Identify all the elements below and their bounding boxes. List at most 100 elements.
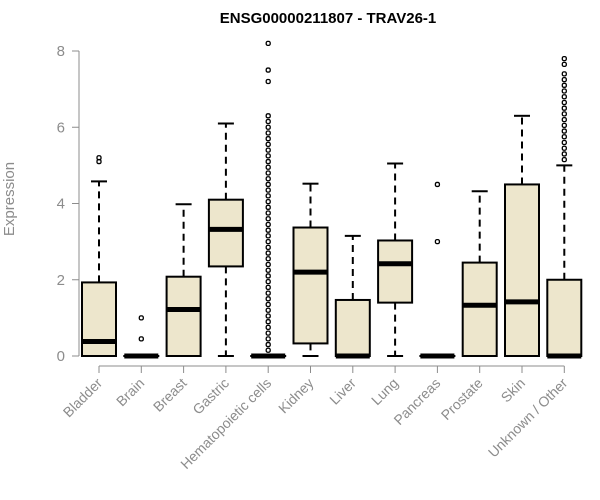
x-tick-label: Kidney — [275, 375, 317, 417]
x-tick-label: Brain — [113, 375, 147, 409]
box-lung — [377, 162, 414, 357]
outlier-point — [434, 238, 441, 245]
outlier-point — [561, 55, 567, 62]
outlier-point — [265, 313, 271, 319]
x-tick-label: Skin — [498, 375, 529, 406]
outlier-point — [561, 128, 567, 134]
outlier-point — [265, 170, 271, 176]
y-axis-label: Expression — [1, 162, 18, 236]
outlier-point — [265, 301, 271, 308]
iqr-box — [504, 183, 540, 357]
outlier-point — [265, 78, 271, 85]
outlier-point — [265, 250, 271, 256]
outlier-point — [561, 111, 567, 117]
x-tick-label: Lung — [368, 375, 401, 408]
outlier-point — [265, 330, 271, 336]
outlier-point — [265, 130, 271, 136]
y-tick-label: 2 — [57, 272, 65, 289]
box-hematopoietic-cells — [250, 40, 287, 359]
outlier-point — [561, 88, 567, 94]
box-liver — [334, 234, 371, 359]
outlier-point — [265, 238, 271, 245]
outlier-point — [265, 216, 271, 222]
iqr-box — [334, 298, 371, 357]
x-tick-label: Liver — [326, 375, 359, 408]
outlier-point — [138, 336, 144, 342]
boxplot-series — [81, 40, 583, 359]
outlier-point — [265, 210, 271, 216]
outlier-point — [265, 181, 271, 188]
outlier-point — [561, 122, 567, 128]
outlier-point — [265, 341, 271, 348]
outlier-point — [265, 136, 271, 142]
outlier-point — [561, 139, 567, 146]
outlier-point — [561, 151, 567, 157]
outlier-point — [265, 261, 271, 268]
outlier-point — [138, 315, 144, 321]
box-gastric — [207, 122, 244, 357]
outlier-point — [434, 181, 441, 188]
outlier-point — [265, 256, 271, 262]
y-tick-label: 0 — [57, 348, 65, 365]
y-tick-label: 8 — [57, 43, 65, 60]
outlier-point — [561, 82, 567, 88]
outlier-point — [561, 94, 567, 100]
outlier-point — [265, 204, 271, 210]
outlier-point — [265, 324, 271, 331]
outlier-point — [265, 267, 271, 273]
box-skin — [504, 114, 540, 357]
outlier-point — [265, 176, 271, 182]
box-brain — [123, 315, 160, 359]
iqr-box — [461, 261, 498, 357]
outlier-point — [265, 221, 271, 228]
outlier-point — [265, 290, 271, 296]
iqr-box — [292, 226, 329, 345]
outlier-point — [561, 76, 567, 83]
x-tick-label: Pancreas — [390, 375, 443, 428]
outlier-point — [265, 284, 271, 291]
box-pancreas — [419, 181, 456, 359]
box-kidney — [292, 182, 329, 357]
outlier-point — [265, 347, 271, 353]
outlier-point — [265, 273, 271, 279]
x-tick-label: Unknown / Other — [485, 375, 571, 461]
outlier-point — [265, 296, 271, 302]
outlier-point — [96, 155, 102, 161]
box-bladder — [81, 155, 117, 358]
outlier-point — [561, 116, 567, 123]
outlier-point — [561, 157, 567, 163]
x-tick-label: Breast — [150, 375, 190, 415]
iqr-box — [546, 278, 583, 357]
iqr-box — [81, 281, 117, 358]
outlier-point — [265, 124, 271, 130]
chart-title: ENSG00000211807 - TRAV26-1 — [220, 10, 437, 27]
outlier-point — [265, 193, 271, 199]
outlier-point — [265, 113, 271, 119]
outlier-point — [561, 71, 567, 77]
outlier-point — [561, 145, 567, 151]
box-unknown-other — [546, 55, 583, 359]
iqr-box — [207, 198, 244, 268]
outlier-point — [265, 307, 271, 313]
y-tick-label: 6 — [57, 119, 65, 136]
outlier-point — [265, 233, 271, 239]
x-tick-label: Bladder — [60, 375, 106, 421]
outlier-point — [561, 105, 567, 111]
iqr-box — [165, 275, 202, 358]
x-tick-label: Prostate — [438, 375, 486, 423]
outlier-point — [265, 279, 271, 285]
box-prostate — [461, 190, 498, 357]
outlier-point — [265, 198, 271, 205]
outlier-point — [265, 153, 271, 159]
y-tick-label: 4 — [57, 196, 65, 213]
outlier-point — [265, 158, 271, 165]
y-axis: 0 2 4 6 8 — [57, 43, 80, 365]
outlier-point — [265, 336, 271, 342]
outlier-point — [265, 118, 271, 125]
outlier-point — [265, 164, 271, 170]
outlier-point — [265, 244, 271, 250]
outlier-point — [561, 99, 567, 106]
outlier-point — [561, 61, 567, 67]
box-breast — [165, 203, 202, 358]
